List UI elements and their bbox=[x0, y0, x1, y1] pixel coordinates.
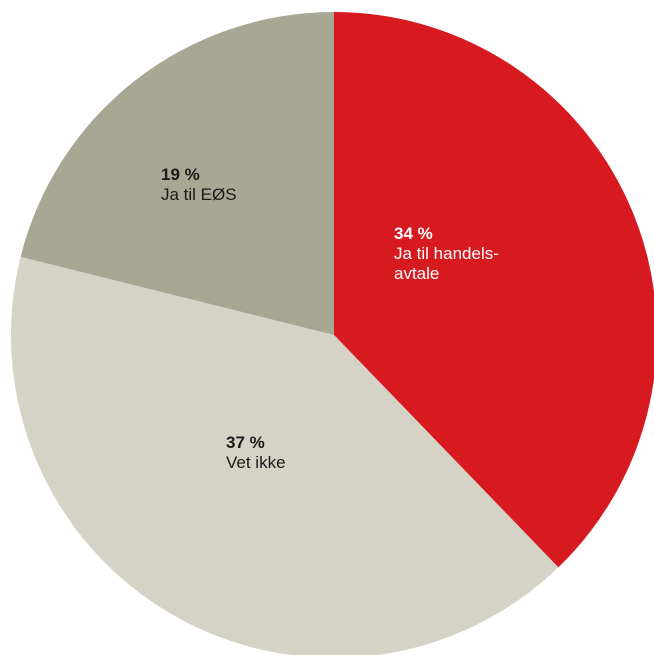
slice-vet-ikke bbox=[11, 256, 559, 655]
slice-text-handelsavtale: Ja til handels- avtale bbox=[394, 244, 499, 283]
slice-text-vet-ikke: Vet ikke bbox=[226, 453, 286, 472]
slice-percent-handelsavtale: 34 % bbox=[394, 224, 433, 243]
slice-label-handelsavtale: 34 % Ja til handels- avtale bbox=[394, 224, 499, 284]
slice-percent-eos: 19 % bbox=[161, 165, 200, 184]
slice-label-vet-ikke: 37 % Vet ikke bbox=[226, 433, 286, 473]
slice-handelsavtale bbox=[334, 12, 654, 568]
slice-label-eos: 19 % Ja til EØS bbox=[161, 165, 237, 205]
slice-percent-vet-ikke: 37 % bbox=[226, 433, 265, 452]
slice-text-eos: Ja til EØS bbox=[161, 185, 237, 204]
slice-eos bbox=[20, 12, 334, 335]
